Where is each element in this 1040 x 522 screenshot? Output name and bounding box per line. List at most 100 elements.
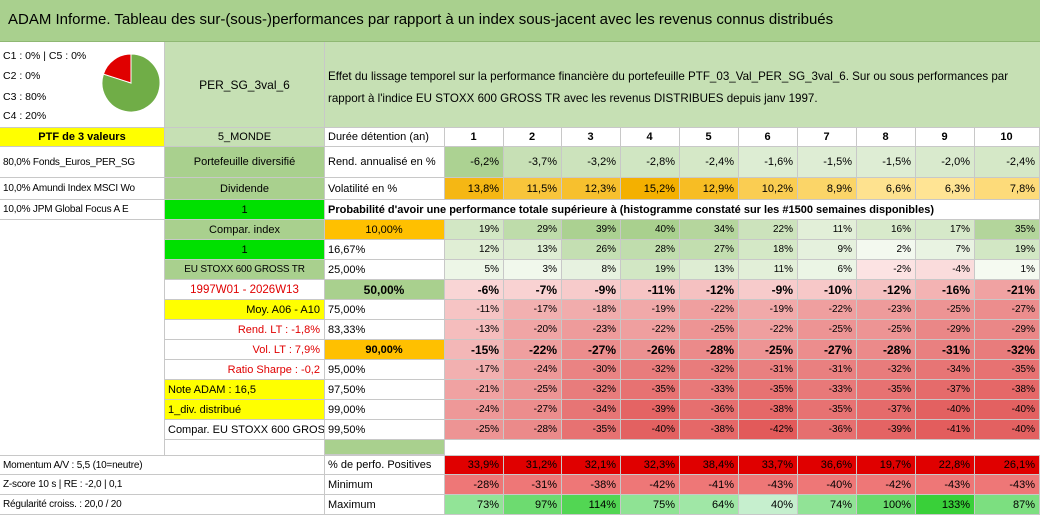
minimum-y4: -42% [621, 475, 680, 495]
quantile-cell-r5-y6: -22% [739, 320, 798, 340]
quantile-cell-r0-y9: 17% [916, 220, 975, 240]
quantile-cell-r5-y2: -20% [504, 320, 562, 340]
dividend-label: Dividende [165, 178, 325, 200]
duration-label: Durée détention (an) [325, 128, 445, 147]
quantile-cell-r5-y8: -25% [857, 320, 916, 340]
minimum-y7: -40% [798, 475, 857, 495]
avg-years-label: Moy. A06 - A10 [165, 300, 325, 320]
quantile-cell-r2-y3: 8% [562, 260, 621, 280]
region: 5_MONDE [165, 128, 325, 147]
index-flag-1: 1 [165, 200, 325, 220]
mid-blank [165, 440, 325, 455]
quantile-cell-r4-y3: -18% [562, 300, 621, 320]
quantile-cell-r5-y5: -25% [680, 320, 739, 340]
quantile-cell-r10-y3: -35% [562, 420, 621, 440]
quantile-label-7: 95,00% [325, 360, 445, 380]
quantile-cell-r3-y4: -11% [621, 280, 680, 300]
quantile-cell-r3-y8: -12% [857, 280, 916, 300]
pie-slice-c3 [101, 53, 161, 113]
quantile-label-3: 50,00% [325, 280, 445, 300]
quantile-cell-r6-y10: -32% [975, 340, 1040, 360]
volatility-y1: 13,8% [445, 178, 504, 200]
quantile-cell-r7-y6: -31% [739, 360, 798, 380]
quantile-cell-r10-y10: -40% [975, 420, 1040, 440]
quantile-cell-r1-y1: 12% [445, 240, 504, 260]
year-header-6: 6 [739, 128, 798, 147]
quantile-cell-r4-y6: -19% [739, 300, 798, 320]
quantile-cell-r10-y8: -39% [857, 420, 916, 440]
quantile-cell-r6-y1: -15% [445, 340, 504, 360]
quantile-cell-r10-y5: -38% [680, 420, 739, 440]
left-blank-area [0, 220, 165, 455]
positive-perf-y4: 32,3% [621, 455, 680, 475]
quantile-cell-r4-y1: -11% [445, 300, 504, 320]
quantile-label-8: 97,50% [325, 380, 445, 400]
minimum-y10: -43% [975, 475, 1040, 495]
portfolio-name: PER_SG_3val_6 [165, 42, 325, 128]
quantile-cell-r10-y4: -40% [621, 420, 680, 440]
volatility-y8: 6,6% [857, 178, 916, 200]
quantile-label-0: 10,00% [325, 220, 445, 240]
pie-label-c2: C2 : 0% [3, 70, 41, 82]
volatility-y9: 6,3% [916, 178, 975, 200]
index-flag-2: 1 [165, 240, 325, 260]
holding-1: 80,0% Fonds_Euros_PER_SG [0, 147, 165, 178]
maximum-y2: 97% [504, 495, 562, 515]
quantile-cell-r7-y4: -32% [621, 360, 680, 380]
probability-label: Probabilité d'avoir une performance tota… [325, 200, 1040, 220]
quantile-cell-r0-y7: 11% [798, 220, 857, 240]
quantile-cell-r9-y10: -40% [975, 400, 1040, 420]
maximum-y4: 75% [621, 495, 680, 515]
quantile-cell-r10-y1: -25% [445, 420, 504, 440]
quantile-cell-r7-y10: -35% [975, 360, 1040, 380]
quantile-cell-r0-y4: 40% [621, 220, 680, 240]
pie-label-c4: C4 : 20% [3, 110, 47, 122]
quantile-label-9: 99,00% [325, 400, 445, 420]
quantile-cell-r5-y10: -29% [975, 320, 1040, 340]
quantile-label-6: 90,00% [325, 340, 445, 360]
volatility-label: Volatilité en % [325, 178, 445, 200]
quantile-cell-r0-y2: 29% [504, 220, 562, 240]
quantile-cell-r5-y7: -25% [798, 320, 857, 340]
minimum-y2: -31% [504, 475, 562, 495]
annualized-return-y5: -2,4% [680, 147, 739, 178]
quantile-cell-r9-y8: -37% [857, 400, 916, 420]
positive-perf-y3: 32,1% [562, 455, 621, 475]
quantile-cell-r0-y10: 35% [975, 220, 1040, 240]
annualized-return-y2: -3,7% [504, 147, 562, 178]
maximum-y7: 74% [798, 495, 857, 515]
annualized-return-y6: -1,6% [739, 147, 798, 178]
quantile-label-10: 99,50% [325, 420, 445, 440]
quantile-cell-r7-y9: -34% [916, 360, 975, 380]
pie-area: C1 : 0% | C5 : 0% C2 : 0% C3 : 80% C4 : … [0, 42, 165, 128]
annualized-return-y7: -1,5% [798, 147, 857, 178]
quantile-cell-r6-y2: -22% [504, 340, 562, 360]
quantile-cell-r1-y7: 9% [798, 240, 857, 260]
quantile-cell-r8-y7: -33% [798, 380, 857, 400]
quantile-cell-r2-y8: -2% [857, 260, 916, 280]
pie-slice-c4 [102, 53, 132, 84]
maximum-y10: 87% [975, 495, 1040, 515]
positive-perf-y1: 33,9% [445, 455, 504, 475]
dividend-mode: 1_div. distribué [165, 400, 325, 420]
quantile-cell-r6-y9: -31% [916, 340, 975, 360]
year-header-5: 5 [680, 128, 739, 147]
quantile-cell-r7-y2: -24% [504, 360, 562, 380]
quantile-cell-r6-y8: -28% [857, 340, 916, 360]
annualized-return-y1: -6,2% [445, 147, 504, 178]
quantile-cell-r0-y5: 34% [680, 220, 739, 240]
sharpe-ratio: Ratio Sharpe : -0,2 [165, 360, 325, 380]
quantile-cell-r2-y10: 1% [975, 260, 1040, 280]
quantile-cell-r1-y4: 28% [621, 240, 680, 260]
quantile-cell-r4-y5: -22% [680, 300, 739, 320]
quantile-cell-r7-y8: -32% [857, 360, 916, 380]
maximum-y6: 40% [739, 495, 798, 515]
quantile-cell-r1-y9: 7% [916, 240, 975, 260]
year-header-9: 9 [916, 128, 975, 147]
quantile-cell-r9-y2: -27% [504, 400, 562, 420]
period-range: 1997W01 - 2026W13 [165, 280, 325, 300]
quantile-cell-r3-y3: -9% [562, 280, 621, 300]
holding-2: 10,0% Amundi Index MSCI Wo [0, 178, 165, 200]
quantile-cell-r8-y4: -35% [621, 380, 680, 400]
quantile-cell-r8-y2: -25% [504, 380, 562, 400]
